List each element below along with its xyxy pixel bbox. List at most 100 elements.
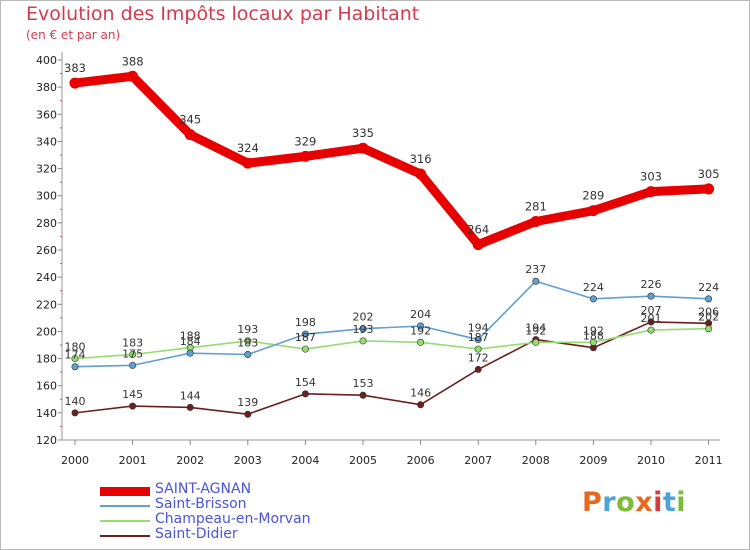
y-tick-label: 300 [36, 190, 57, 203]
legend-swatch [100, 505, 150, 507]
data-label: 388 [122, 54, 144, 68]
legend-swatch [100, 486, 150, 496]
y-tick-label: 380 [36, 81, 57, 94]
data-label: 316 [410, 152, 432, 166]
data-point [645, 186, 657, 198]
series-line-saint-agnan [70, 71, 714, 250]
data-point [184, 129, 196, 141]
data-point [705, 325, 713, 333]
data-label: 237 [525, 263, 546, 276]
data-label: 207 [641, 304, 662, 317]
y-tick-label: 340 [36, 135, 57, 148]
x-tick-label: 2010 [637, 454, 665, 467]
data-point [69, 77, 81, 89]
data-label: 202 [698, 311, 719, 324]
data-label: 183 [237, 337, 258, 350]
data-point [587, 205, 599, 217]
data-label: 145 [122, 388, 143, 401]
data-point [244, 337, 252, 345]
data-label: 204 [410, 308, 431, 321]
data-point [417, 338, 425, 346]
y-tick-label: 360 [36, 108, 57, 121]
legend-swatch [100, 535, 150, 537]
logo-letter: r [602, 487, 617, 518]
data-point [186, 403, 194, 411]
data-label: 224 [698, 281, 719, 294]
data-point [301, 330, 309, 338]
x-tick-label: 2002 [176, 454, 204, 467]
data-point [415, 168, 427, 180]
data-label: 289 [582, 189, 604, 203]
data-point [359, 391, 367, 399]
data-label: 175 [122, 347, 143, 360]
y-tick-label: 260 [36, 244, 57, 257]
legend-label: Saint-Didier [155, 526, 238, 542]
series-line-champeau-en-morvan [74, 327, 710, 360]
data-point [129, 361, 137, 369]
data-point [129, 350, 137, 358]
data-label: 335 [352, 126, 374, 140]
logo-letter: P [582, 487, 603, 518]
data-point [647, 318, 655, 326]
data-label: 193 [237, 323, 258, 336]
y-tick-label: 240 [36, 271, 57, 284]
y-tick-label: 180 [36, 353, 57, 366]
data-label: 188 [583, 330, 604, 343]
data-label: 172 [468, 351, 489, 364]
y-tick-label: 400 [36, 54, 57, 67]
data-point [647, 326, 655, 334]
x-tick-label: 2003 [234, 454, 262, 467]
data-label: 281 [525, 200, 547, 214]
logo-letter: o [616, 487, 636, 518]
logo-letter: t [662, 487, 677, 518]
data-label: 201 [641, 312, 662, 325]
data-point [357, 142, 369, 154]
y-tick-label: 320 [36, 163, 57, 176]
data-point [242, 157, 254, 169]
data-point [532, 338, 540, 346]
x-tick-label: 2000 [61, 454, 89, 467]
chart-subtitle: (en € et par an) [26, 28, 121, 42]
x-tick-label: 2001 [119, 454, 147, 467]
data-label: 194 [525, 322, 546, 335]
y-tick-label: 140 [36, 407, 57, 420]
x-tick-label: 2006 [407, 454, 435, 467]
data-point [530, 216, 542, 227]
data-label: 174 [65, 349, 86, 362]
data-point [589, 338, 597, 346]
data-point [186, 349, 194, 357]
data-label: 194 [468, 322, 489, 335]
data-point [71, 363, 79, 371]
data-label: 192 [410, 324, 431, 337]
logo-letter: i [653, 487, 663, 518]
x-tick-label: 2011 [695, 454, 723, 467]
data-point [301, 390, 309, 398]
data-label: 329 [294, 134, 316, 148]
logo-letter: x [635, 487, 654, 518]
x-tick-label: 2004 [291, 454, 319, 467]
y-tick-label: 120 [36, 434, 57, 447]
data-label: 140 [65, 395, 86, 408]
y-tick-label: 160 [36, 380, 57, 393]
data-label: 187 [295, 331, 316, 344]
data-point [71, 409, 79, 417]
series-line-saint-brisson [74, 280, 710, 368]
data-point [299, 150, 311, 162]
data-label: 305 [698, 167, 720, 181]
legend-label: Champeau-en-Morvan [155, 511, 311, 527]
data-point [647, 292, 655, 300]
data-point [474, 336, 482, 344]
data-label: 224 [583, 281, 604, 294]
chart-title: Evolution des Impôts locaux par Habitant [26, 3, 420, 25]
data-point [589, 295, 597, 303]
data-label: 144 [180, 389, 201, 402]
data-point [703, 183, 715, 195]
data-label: 383 [64, 61, 86, 75]
y-tick-label: 220 [36, 298, 57, 311]
data-label: 345 [179, 113, 201, 127]
data-point [474, 345, 482, 353]
data-point [129, 402, 137, 410]
data-label: 303 [640, 170, 662, 184]
data-point [705, 295, 713, 303]
